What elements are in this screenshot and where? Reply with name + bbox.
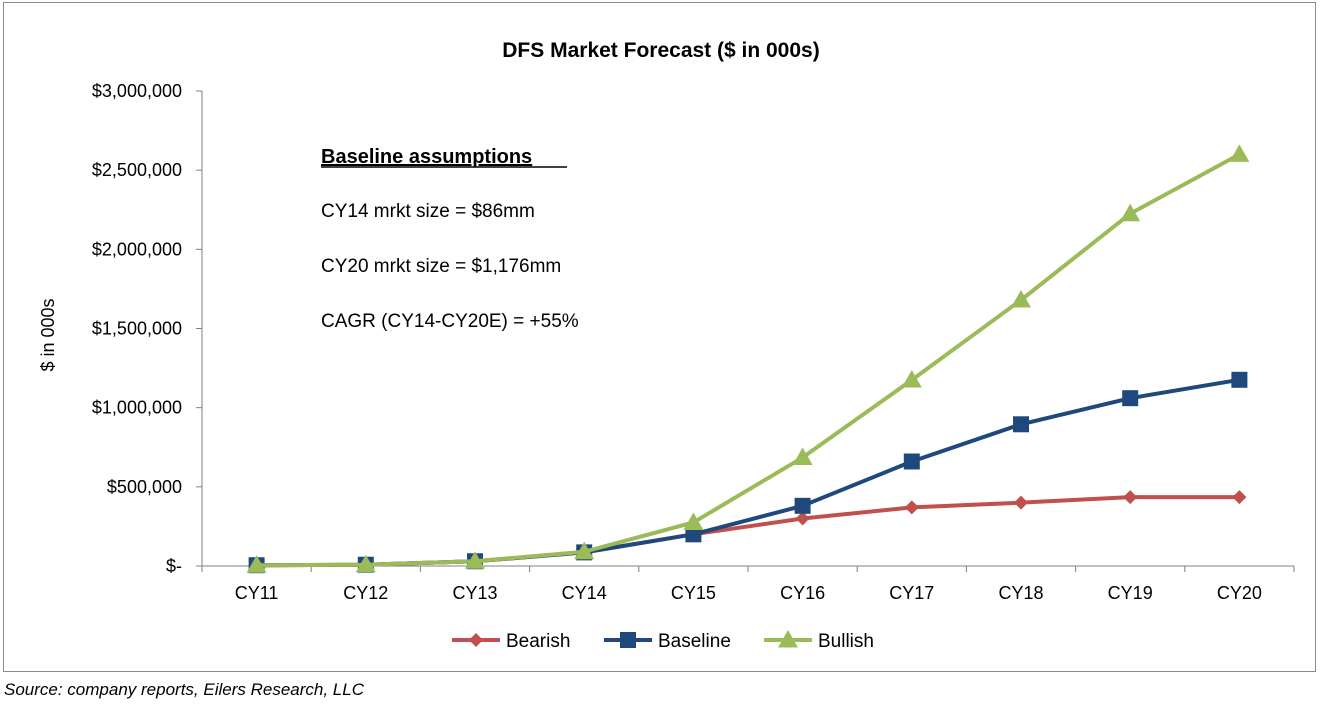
y-tick-labels: $- $500,000 $1,000,000 $1,500,000 $2,000,000… [92, 81, 182, 576]
legend-marker [620, 632, 636, 648]
legend-item-bearish: Bearish [452, 631, 570, 652]
y-tick-label: $- [166, 556, 182, 576]
x-tick-label: CY13 [452, 583, 497, 603]
x-tick-label: CY15 [671, 583, 716, 603]
data-point-baseline [685, 526, 702, 543]
data-point-baseline [1013, 416, 1029, 433]
series-line-baseline [256, 377, 1240, 568]
series-bullish [246, 144, 1250, 573]
annotation-line-1: CY14 mrkt size = $86mm [321, 201, 535, 222]
y-axis-title: $ in 000s [38, 298, 58, 371]
data-point-baseline [1122, 390, 1139, 407]
data-point-bearish [1014, 495, 1028, 510]
x-tick-label: CY20 [1217, 583, 1262, 603]
legend-label: Baseline [658, 631, 731, 652]
data-point-bearish [1232, 490, 1247, 505]
annotation-heading: Baseline assumptions [321, 146, 532, 168]
series-group [246, 144, 1250, 574]
data-point-bullish [901, 369, 922, 388]
data-point-bullish [574, 541, 595, 560]
annotation-box: Baseline assumptions CY14 mrkt size = $8… [321, 146, 579, 332]
series-line-bearish [256, 495, 1240, 568]
data-point-baseline [903, 453, 920, 470]
y-tick-label: $2,500,000 [92, 160, 182, 180]
data-point-bullish [465, 551, 485, 569]
x-tick-label: CY17 [889, 583, 934, 603]
data-point-baseline [1231, 371, 1248, 388]
data-point-bullish [1120, 203, 1141, 222]
chart-frame: DFS Market Forecast ($ in 000s) $ in 000… [3, 2, 1316, 672]
data-point-bullish [683, 512, 704, 530]
y-tick-label: $500,000 [107, 477, 182, 497]
legend-label: Bullish [818, 631, 874, 652]
legend: Bearish Baseline Bullish [452, 630, 874, 652]
y-tick-label: $3,000,000 [92, 81, 182, 101]
series-line-bullish [256, 152, 1241, 568]
series-baseline [248, 371, 1248, 574]
data-point-bullish [246, 555, 267, 573]
chart-title: DFS Market Forecast ($ in 000s) [502, 39, 819, 62]
chart-svg: DFS Market Forecast ($ in 000s) $ in 000… [38, 39, 1295, 652]
legend-marker [469, 633, 483, 647]
data-point-bullish [1229, 144, 1250, 162]
source-note: Source: company reports, Eilers Research… [4, 680, 364, 699]
data-point-bearish [904, 500, 919, 515]
x-tick-labels: CY11 CY12 CY13 CY14 CY15 CY16 CY17 CY18 CY19 CY20 [235, 583, 1262, 603]
data-point-bearish [795, 511, 810, 526]
y-tick-label: $1,500,000 [92, 319, 182, 339]
x-tick-label: CY19 [1108, 583, 1153, 603]
data-point-bullish [355, 554, 376, 573]
y-tick-label: $2,000,000 [92, 239, 182, 259]
x-tick-label: CY14 [562, 583, 607, 603]
x-tick-label: CY16 [780, 583, 825, 603]
x-tick-label: CY18 [998, 583, 1043, 603]
legend-item-bullish: Bullish [764, 630, 874, 652]
y-tick-label: $1,000,000 [92, 398, 182, 418]
data-point-baseline [794, 497, 811, 514]
legend-label: Bearish [506, 631, 570, 652]
data-point-bearish [1123, 490, 1138, 505]
legend-item-baseline: Baseline [604, 631, 731, 652]
x-tick-label: CY11 [235, 583, 279, 603]
data-point-bullish [792, 447, 813, 466]
annotation-line-2: CY20 mrkt size = $1,176mm [321, 256, 561, 277]
data-point-bullish [1011, 290, 1031, 308]
legend-marker [778, 630, 798, 648]
series-bearish [249, 490, 1247, 573]
x-tick-label: CY12 [343, 583, 388, 603]
annotation-line-3: CAGR (CY14-CY20E) = +55% [321, 311, 579, 332]
